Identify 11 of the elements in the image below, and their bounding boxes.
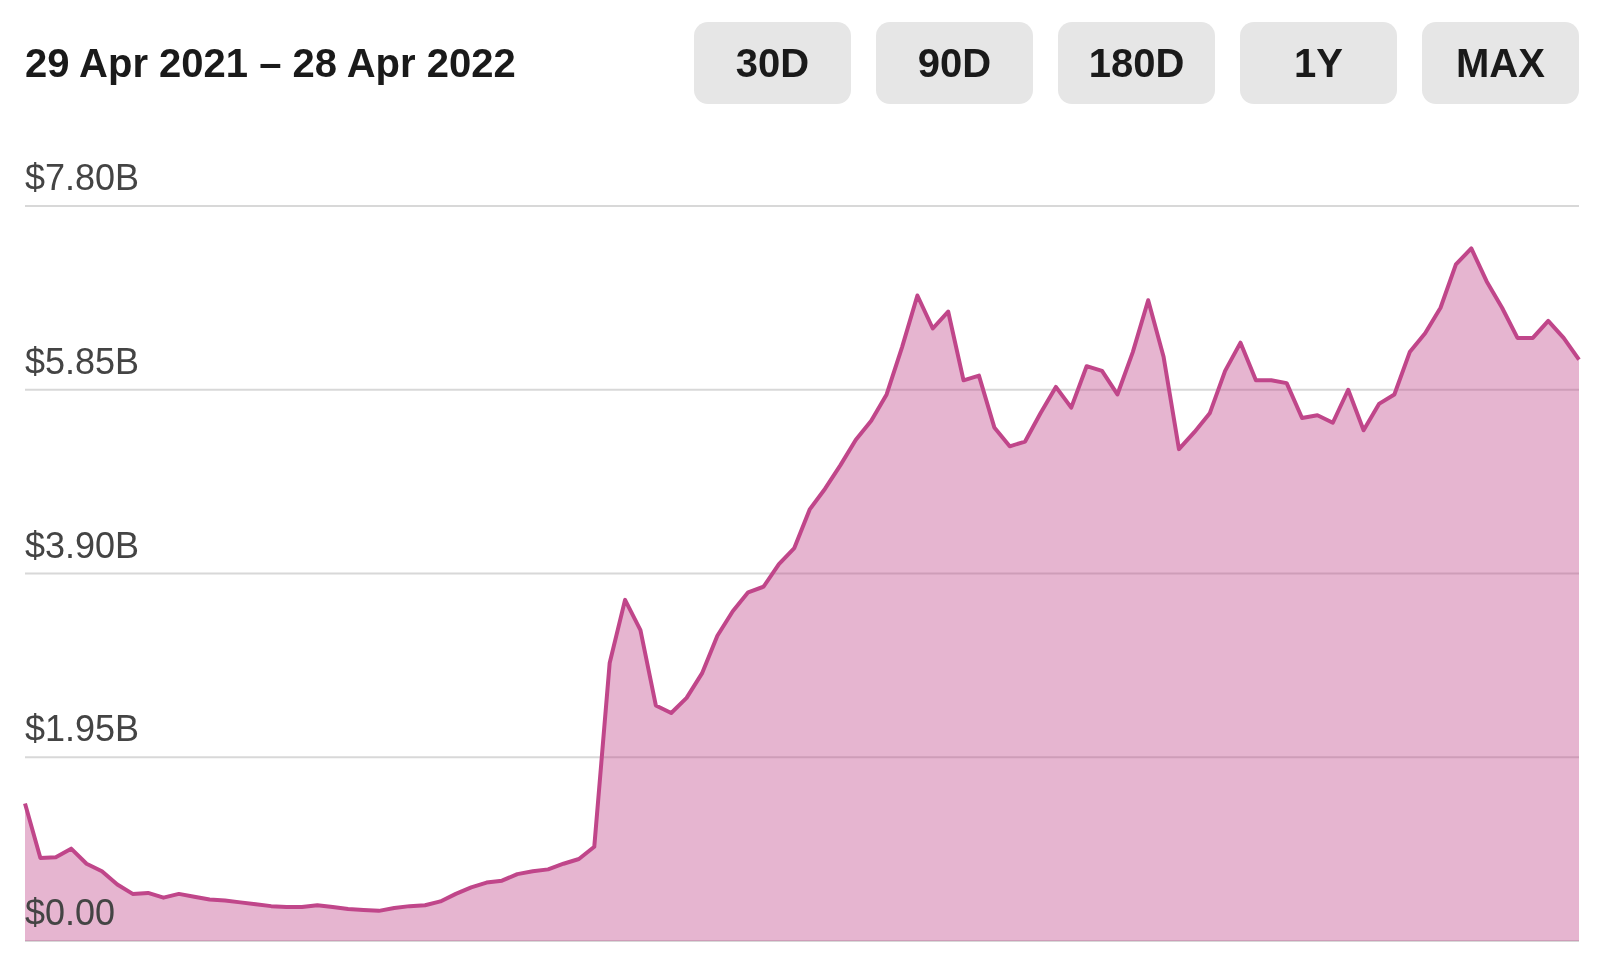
range-button[interactable]: 1Y [1240, 22, 1397, 104]
y-tick-label: $3.90B [25, 524, 140, 566]
range-button[interactable]: 30D [694, 22, 851, 104]
y-tick-label: $0.00 [25, 892, 116, 933]
chart-title: 29 Apr 2021 – 28 Apr 2022 [25, 40, 516, 86]
range-button[interactable]: 180D [1058, 22, 1215, 104]
range-button[interactable]: MAX [1422, 22, 1579, 104]
y-tick-label: $7.80B [25, 157, 140, 198]
y-tick-label: $5.85B [25, 340, 140, 382]
y-tick-label: $1.95B [25, 708, 140, 750]
range-button[interactable]: 90D [876, 22, 1033, 104]
